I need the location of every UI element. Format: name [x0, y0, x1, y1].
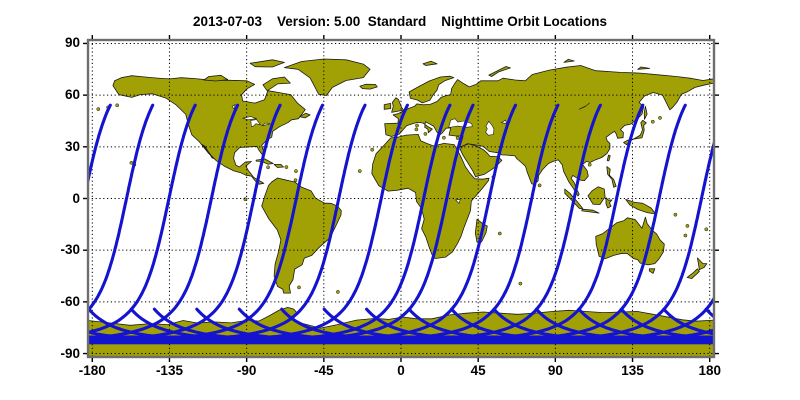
lake-polygon — [454, 199, 461, 204]
land-polygon — [606, 154, 611, 162]
y-tick-label: -60 — [60, 293, 80, 309]
lake-polygon — [578, 102, 590, 110]
land-polygon — [637, 66, 651, 70]
land-polygon — [202, 144, 214, 159]
y-tick-label: 30 — [64, 138, 80, 154]
x-tick-label: -180 — [78, 363, 106, 378]
axis-ticks — [83, 35, 719, 362]
islet-dot — [455, 136, 460, 140]
y-tick-label: 90 — [64, 35, 80, 51]
land-polygon — [203, 74, 229, 82]
islet-dot — [129, 160, 134, 165]
islet-dot — [537, 183, 542, 188]
islet-dot — [415, 123, 419, 128]
islet-dot — [297, 285, 301, 290]
x-tick-label: -45 — [314, 363, 334, 378]
x-tick-label: 180 — [698, 363, 721, 378]
orbit-track — [704, 307, 714, 319]
land-polygon — [391, 97, 404, 113]
land-polygon — [643, 105, 648, 120]
islet-dot — [293, 178, 298, 183]
land-polygon — [422, 60, 438, 66]
land-polygon — [606, 166, 617, 188]
land-polygon — [284, 58, 371, 96]
land-polygon — [359, 83, 378, 90]
x-tick-label: -90 — [236, 363, 257, 378]
land-polygon — [488, 66, 511, 77]
islet-dot — [294, 169, 298, 173]
x-tick-label: 135 — [621, 363, 644, 378]
islet-dot — [683, 233, 688, 238]
x-tick-label: -135 — [155, 363, 183, 378]
islet-dot — [518, 281, 523, 286]
islet-dot — [357, 169, 362, 173]
y-tick-label: 60 — [64, 87, 80, 103]
islet-dot — [115, 103, 120, 108]
orbit-track — [88, 103, 197, 334]
islet-dot — [497, 231, 502, 236]
land-polygon — [273, 164, 284, 168]
islet-dot — [673, 212, 678, 217]
y-tick-label: -90 — [60, 345, 80, 361]
figure-title: 2013-07-03 Version: 5.00 Standard Nightt… — [192, 14, 608, 29]
land-polygon — [408, 75, 455, 104]
islet-dot — [587, 162, 592, 167]
orbit-track — [88, 103, 112, 188]
land-polygon — [262, 76, 291, 92]
islet-dot — [685, 224, 690, 228]
lake-polygon — [261, 122, 271, 127]
land-polygon — [299, 112, 311, 119]
land-polygon — [563, 58, 575, 63]
south-orbit-band — [88, 335, 714, 345]
x-tick-label: 0 — [397, 363, 405, 378]
land-polygon — [686, 268, 700, 279]
islet-dot — [336, 290, 340, 294]
land-polygon — [697, 257, 708, 271]
lake-polygon — [231, 104, 236, 111]
islet-dot — [704, 227, 709, 232]
land-polygon — [623, 119, 647, 146]
lake-polygon — [485, 120, 495, 136]
islet-dot — [284, 165, 289, 169]
map-layers — [88, 40, 714, 357]
land-polygon — [255, 158, 274, 165]
islet-dot — [442, 135, 446, 140]
graticule — [88, 40, 714, 357]
lake-polygon — [250, 119, 262, 127]
orbit-track — [88, 103, 155, 313]
land-polygon — [625, 199, 657, 215]
land-polygon — [605, 197, 613, 209]
islet-dot — [370, 147, 375, 152]
islet-dot — [650, 119, 655, 124]
land-polygon — [88, 307, 714, 357]
lake-polygon — [241, 116, 258, 121]
land-polygon — [587, 186, 606, 205]
x-tick-label: 90 — [547, 363, 563, 378]
land-polygon — [383, 103, 392, 110]
plot-frame — [86, 38, 716, 359]
land-polygon — [581, 208, 600, 214]
orbit-track — [662, 307, 714, 336]
islet-dot — [96, 107, 101, 111]
islet-dot — [658, 116, 662, 120]
islet-dot — [423, 132, 428, 136]
islet-dot — [414, 127, 419, 132]
y-tick-label: -30 — [60, 242, 80, 258]
lake-polygon — [500, 119, 507, 124]
x-tick-label: 45 — [470, 363, 486, 378]
y-tick-label: 0 — [72, 190, 80, 206]
land-polygon — [459, 143, 503, 178]
land-polygon — [249, 59, 285, 68]
land-polygon — [648, 268, 656, 274]
islet-dot — [266, 165, 270, 170]
